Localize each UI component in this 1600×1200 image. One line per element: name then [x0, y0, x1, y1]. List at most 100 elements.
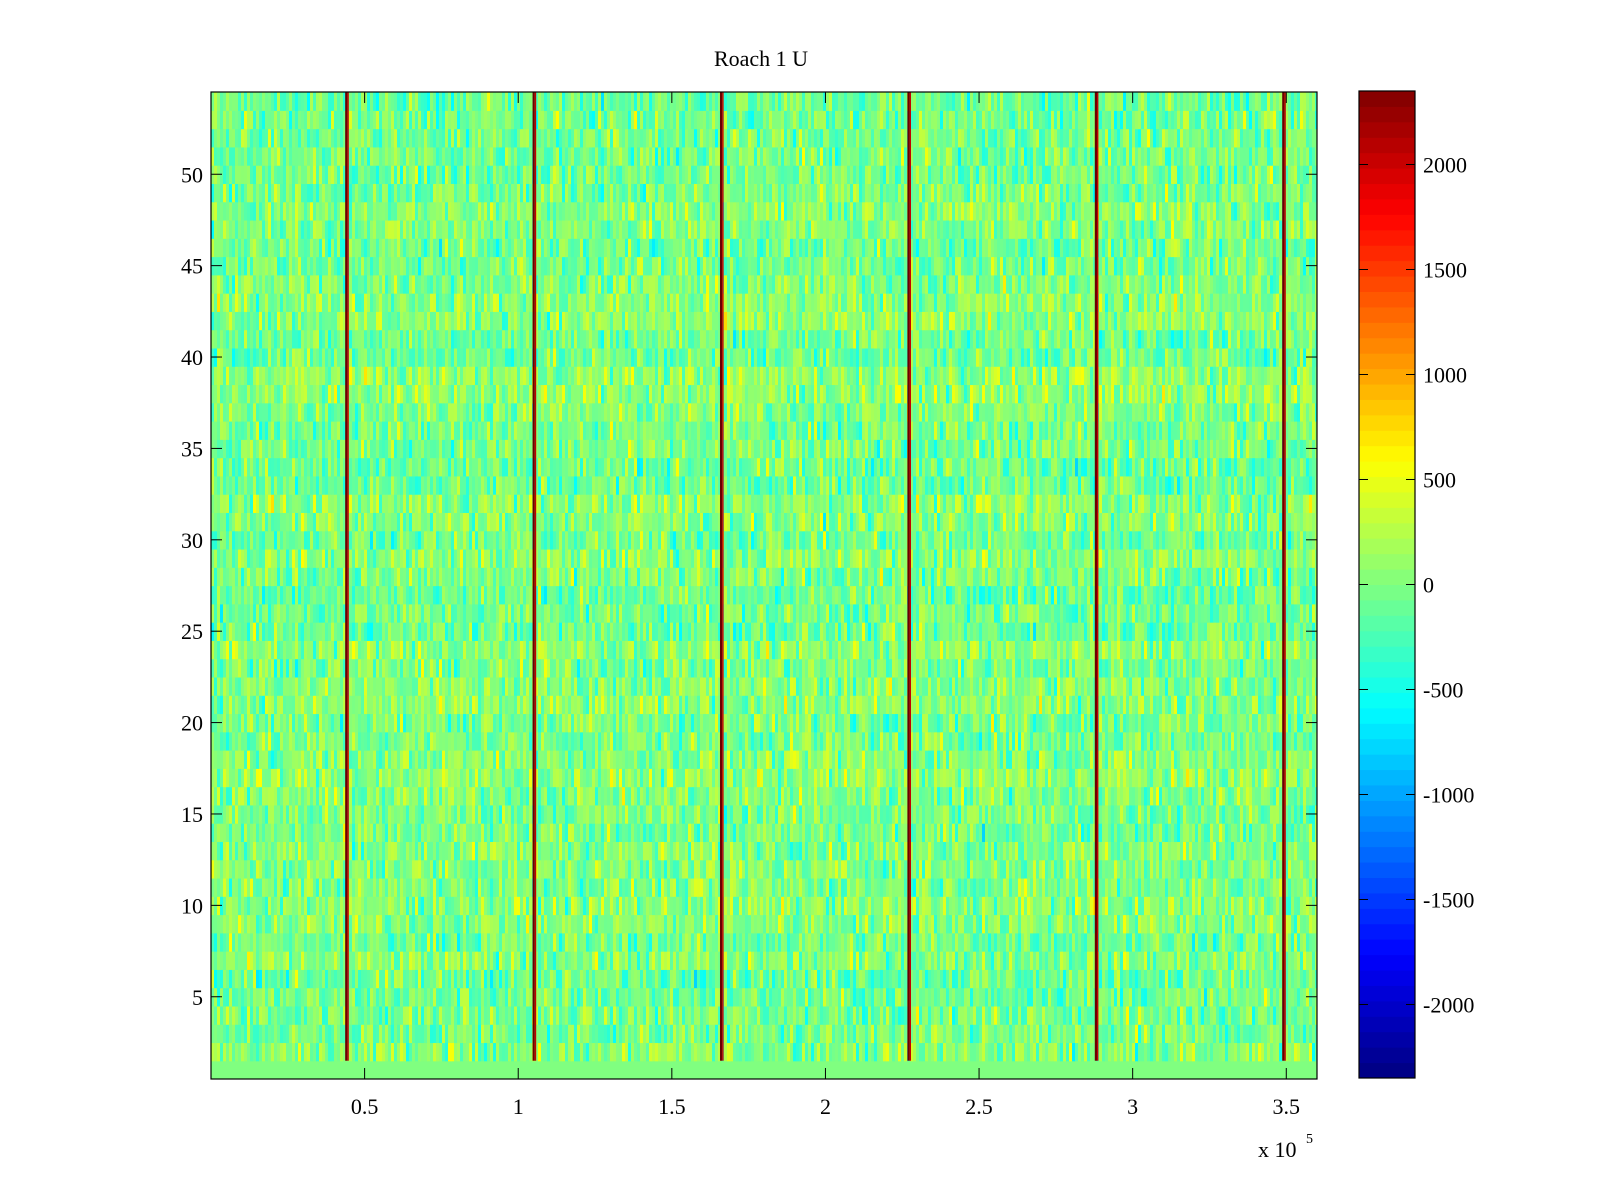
- heatmap-row: [211, 750, 1317, 769]
- colorbar-band: [1359, 198, 1415, 215]
- x-tick-label: 2.5: [965, 1094, 993, 1119]
- colorbar-band: [1359, 353, 1415, 370]
- heatmap-row: [211, 219, 1317, 239]
- heatmap-row: [211, 439, 1317, 459]
- colorbar-band: [1359, 491, 1415, 508]
- heatmap-row: [211, 548, 1317, 568]
- heatmap-row: [211, 969, 1317, 989]
- spike-column: [345, 92, 349, 1061]
- y-tick-label: 40: [181, 345, 203, 370]
- colorbar-tick-label: -1500: [1423, 888, 1474, 913]
- colorbar-band: [1359, 322, 1415, 339]
- spike-column: [719, 92, 724, 1061]
- x-tick-label: 3.5: [1273, 1094, 1301, 1119]
- heatmap-row: [211, 384, 1317, 404]
- colorbar-band: [1359, 291, 1415, 308]
- heatmap-row: [211, 494, 1317, 513]
- colorbar-band: [1359, 923, 1415, 940]
- colorbar-tick-label: 500: [1423, 468, 1456, 493]
- y-tick-label: 45: [181, 254, 203, 279]
- colorbar-band: [1359, 1031, 1415, 1048]
- x-tick-label: 1.5: [658, 1094, 686, 1119]
- heatmap-row: [211, 877, 1317, 897]
- spike-column: [1094, 92, 1099, 1061]
- colorbar-band: [1359, 214, 1415, 231]
- heatmap: [211, 92, 1317, 1079]
- y-axis: 5 10 15 20 25 30 35 40 45 50: [181, 162, 1317, 1010]
- heatmap-row: [211, 92, 1317, 111]
- colorbar-band: [1359, 723, 1415, 740]
- colorbar-band: [1359, 738, 1415, 755]
- heatmap-row: [211, 841, 1317, 861]
- colorbar-band: [1359, 831, 1415, 848]
- heatmap-row: [211, 695, 1317, 715]
- heatmap-row: [211, 512, 1317, 532]
- colorbar-band: [1359, 815, 1415, 832]
- colorbar-band: [1359, 414, 1415, 431]
- heatmap-row: [211, 293, 1317, 312]
- colorbar-band: [1359, 677, 1415, 693]
- heatmap-row: [211, 201, 1317, 221]
- plot-frame: [210, 91, 1318, 1080]
- y-tick-label: 15: [181, 802, 203, 827]
- heatmap-row: [211, 1060, 1317, 1079]
- heatmap-row: [211, 146, 1317, 166]
- heatmap-row: [211, 859, 1317, 879]
- x-axis: 0.5 1 1.5 2 2.5 3 3.5: [351, 92, 1300, 1119]
- colorbar-band: [1359, 862, 1415, 879]
- colorbar-tick-label: 1000: [1423, 363, 1467, 388]
- heatmap-row: [211, 366, 1317, 386]
- heatmap-row: [211, 768, 1317, 788]
- heatmap-row: [211, 823, 1317, 842]
- colorbar-band: [1359, 522, 1415, 539]
- colorbar-band: [1359, 306, 1415, 323]
- heatmap-row: [211, 585, 1317, 605]
- heatmap-row: [211, 640, 1317, 660]
- colorbar-band: [1359, 584, 1415, 601]
- colorbar-band: [1359, 121, 1415, 138]
- colorbar-band: [1359, 769, 1415, 786]
- y-tick-label: 50: [181, 162, 203, 187]
- colorbar-band: [1359, 337, 1415, 354]
- heatmap-row: [211, 1024, 1317, 1044]
- spike-column: [907, 92, 911, 1061]
- heatmap-row: [211, 676, 1317, 696]
- y-tick-label: 30: [181, 528, 203, 553]
- x-exponent-label: x 10: [1258, 1137, 1297, 1162]
- heatmap-row: [211, 402, 1317, 422]
- colorbar-band: [1359, 245, 1415, 262]
- colorbar-band: [1359, 1016, 1415, 1033]
- heatmap-row: [211, 1005, 1317, 1025]
- x-tick-label: 3: [1127, 1094, 1138, 1119]
- heatmap-row: [211, 165, 1317, 184]
- heatmap-row: [211, 603, 1317, 623]
- x-tick-label: 0.5: [351, 1094, 379, 1119]
- y-tick-label: 10: [181, 893, 203, 918]
- colorbar-band: [1359, 91, 1415, 107]
- colorbar-band: [1359, 553, 1415, 570]
- heatmap-row: [211, 421, 1317, 440]
- x-tick-label: 1: [513, 1094, 524, 1119]
- heatmap-row: [211, 658, 1317, 678]
- y-tick-label: 20: [181, 711, 203, 736]
- heatmap-row: [211, 530, 1317, 550]
- heatmap-row: [211, 311, 1317, 331]
- heatmap-row: [211, 457, 1317, 477]
- colorbar-band: [1359, 569, 1415, 585]
- heatmap-row: [211, 914, 1317, 934]
- colorbar-band: [1359, 229, 1415, 246]
- colorbar-band: [1359, 846, 1415, 863]
- y-tick-label: 35: [181, 436, 203, 461]
- heatmap-row: [211, 731, 1317, 751]
- colorbar: 2000 1500 1000 500 0 -500 -1000 -1500 -2000: [1358, 90, 1474, 1079]
- colorbar-band: [1359, 1047, 1415, 1064]
- heatmap-row: [211, 183, 1317, 203]
- colorbar-band: [1359, 754, 1415, 771]
- heatmap-row: [211, 347, 1317, 367]
- heatmap-row: [211, 987, 1317, 1007]
- heatmap-row: [211, 128, 1317, 148]
- colorbar-band: [1359, 939, 1415, 956]
- colorbar-band: [1359, 476, 1415, 493]
- colorbar-band: [1359, 461, 1415, 478]
